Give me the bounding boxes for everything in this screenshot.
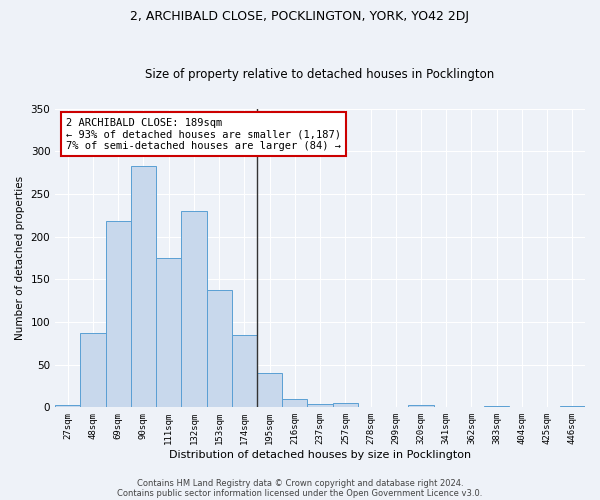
Text: Contains public sector information licensed under the Open Government Licence v3: Contains public sector information licen… <box>118 488 482 498</box>
Bar <box>131 166 156 408</box>
Bar <box>332 403 358 407</box>
Bar <box>55 405 80 407</box>
Bar <box>257 373 282 408</box>
Bar <box>106 221 131 408</box>
Bar <box>232 335 257 407</box>
Text: 2 ARCHIBALD CLOSE: 189sqm
← 93% of detached houses are smaller (1,187)
7% of sem: 2 ARCHIBALD CLOSE: 189sqm ← 93% of detac… <box>66 118 341 150</box>
Bar <box>282 399 307 407</box>
X-axis label: Distribution of detached houses by size in Pocklington: Distribution of detached houses by size … <box>169 450 471 460</box>
Bar <box>80 333 106 407</box>
Bar <box>560 406 585 407</box>
Y-axis label: Number of detached properties: Number of detached properties <box>15 176 25 340</box>
Bar <box>409 405 434 407</box>
Title: Size of property relative to detached houses in Pocklington: Size of property relative to detached ho… <box>145 68 495 81</box>
Bar <box>206 290 232 408</box>
Bar <box>156 258 181 408</box>
Bar <box>307 404 332 407</box>
Text: Contains HM Land Registry data © Crown copyright and database right 2024.: Contains HM Land Registry data © Crown c… <box>137 478 463 488</box>
Text: 2, ARCHIBALD CLOSE, POCKLINGTON, YORK, YO42 2DJ: 2, ARCHIBALD CLOSE, POCKLINGTON, YORK, Y… <box>131 10 470 23</box>
Bar <box>181 211 206 408</box>
Bar <box>484 406 509 408</box>
